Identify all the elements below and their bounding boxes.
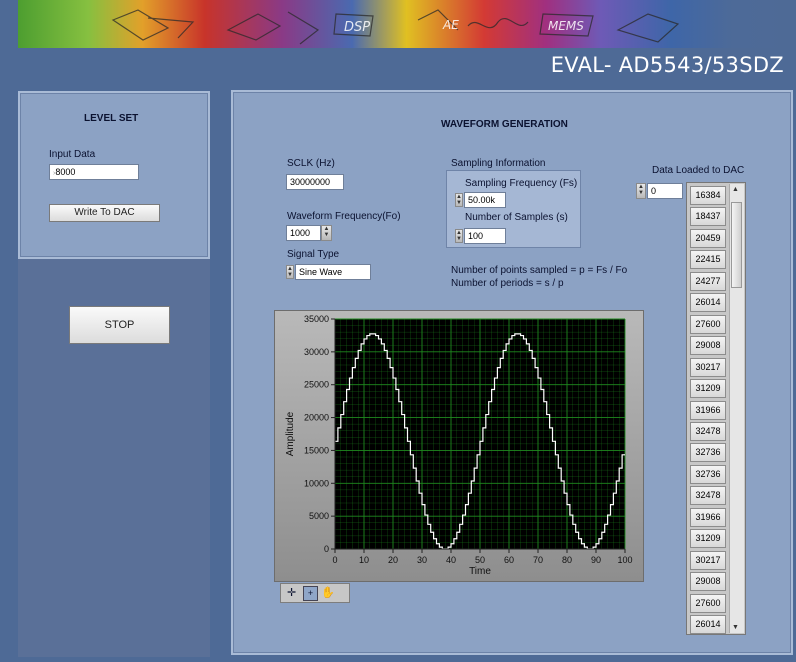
dac-value-cell[interactable]: 18437 (690, 207, 726, 227)
dac-value-cell[interactable]: 27600 (690, 314, 726, 334)
input-data-field[interactable]: ›8000 (49, 164, 139, 180)
x-tick-label: 90 (591, 555, 601, 565)
y-tick-label: 5000 (309, 511, 329, 521)
zoom-tool-icon[interactable]: + (303, 586, 318, 601)
dac-value-cell[interactable]: 27600 (690, 593, 726, 613)
dac-value-cell[interactable]: 16384 (690, 186, 726, 205)
x-tick-label: 10 (359, 555, 369, 565)
sclk-field[interactable]: 30000000 (286, 174, 344, 190)
samples-label: Number of Samples (s) (465, 212, 568, 223)
dac-value-cell[interactable]: 30217 (690, 357, 726, 377)
dac-value-cell[interactable]: 32736 (690, 443, 726, 463)
sclk-label: SCLK (Hz) (287, 158, 335, 169)
pan-tool-icon[interactable]: ✋ (321, 587, 335, 599)
stepper-down-icon: ▼ (456, 200, 462, 206)
waveform-frequency-label: Waveform Frequency(Fo) (287, 211, 401, 222)
y-tick-label: 25000 (304, 380, 329, 390)
increment-arrow-icon: › (53, 170, 56, 177)
x-tick-label: 70 (533, 555, 543, 565)
stepper-up-icon: ▲ (323, 226, 330, 232)
signal-type-field[interactable]: Sine Wave (295, 264, 371, 280)
dac-index-field[interactable]: 0 (647, 183, 683, 199)
y-tick-label: 10000 (304, 478, 329, 488)
crosshair-tool-icon[interactable]: ✛ (287, 587, 297, 599)
dac-value-cell[interactable]: 22415 (690, 250, 726, 270)
input-data-label: Input Data (49, 149, 96, 160)
dac-value-cell[interactable]: 30217 (690, 550, 726, 570)
dac-value-cell[interactable]: 31209 (690, 529, 726, 549)
x-tick-label: 50 (475, 555, 485, 565)
stepper-up-icon: ▲ (456, 230, 462, 236)
dac-data-label: Data Loaded to DAC (652, 165, 745, 176)
scroll-up-icon[interactable]: ▲ (732, 186, 739, 193)
banner-text-mems: MEMS (548, 19, 584, 33)
signal-type-selector-arrows[interactable]: ▲ ▼ (286, 265, 294, 279)
dac-value-cell[interactable]: 31966 (690, 400, 726, 420)
dac-scrollbar[interactable]: ▲ ▼ (729, 184, 744, 633)
x-tick-label: 40 (446, 555, 456, 565)
graph-palette: ✛ + ✋ (280, 583, 350, 603)
y-tick-label: 0 (324, 544, 329, 554)
waveform-header: WAVEFORM GENERATION (441, 119, 568, 130)
samples-stepper[interactable]: ▲ ▼ (455, 229, 463, 243)
stepper-down-icon: ▼ (323, 232, 330, 238)
y-axis-label: Amplitude (285, 411, 296, 456)
dac-value-cell[interactable]: 24277 (690, 271, 726, 291)
dac-value-cell[interactable]: 32736 (690, 464, 726, 484)
dac-value-cell[interactable]: 32478 (690, 486, 726, 506)
y-tick-label: 30000 (304, 347, 329, 357)
stepper-down-icon: ▼ (638, 190, 644, 196)
dac-value-cell[interactable]: 32478 (690, 421, 726, 441)
input-data-value: 8000 (55, 167, 76, 177)
frequency-stepper[interactable]: ▲ ▼ (321, 225, 332, 241)
waveform-trace (335, 333, 625, 550)
x-tick-label: 60 (504, 555, 514, 565)
waveform-chart: 0 5000 10000 15000 20000 25000 30000 35000 0 10 20… (285, 314, 633, 577)
dac-value-cell[interactable]: 20459 (690, 228, 726, 248)
stepper-up-icon: ▲ (638, 184, 644, 190)
x-tick-label: 20 (388, 555, 398, 565)
y-tick-label: 20000 (304, 413, 329, 423)
dac-data-array: 16384 18437 20459 22415 24277 26014 27600 29008… (686, 182, 746, 635)
x-tick-label: 80 (562, 555, 572, 565)
dac-value-cell[interactable]: 31209 (690, 379, 726, 399)
y-tick-label: 15000 (304, 445, 329, 455)
scroll-down-icon[interactable]: ▼ (732, 624, 739, 631)
stop-button[interactable]: STOP (69, 306, 170, 344)
level-set-panel: LEVEL SET Input Data ›8000 Write To DAC (18, 91, 210, 259)
stepper-up-icon: ▲ (456, 194, 462, 200)
app-title: EVAL- AD5543/53SDZ (550, 53, 784, 77)
formula-points: Number of points sampled = p = Fs / Fo (451, 265, 628, 276)
y-tick-label: 35000 (304, 314, 329, 324)
dac-index-stepper[interactable]: ▲ ▼ (636, 183, 646, 199)
ring-down-icon: ▼ (287, 272, 293, 278)
x-tick-label: 100 (617, 555, 632, 565)
x-tick-label: 30 (417, 555, 427, 565)
level-set-header: LEVEL SET (84, 113, 139, 124)
signal-type-label: Signal Type (287, 249, 340, 260)
x-tick-label: 0 (332, 555, 337, 565)
x-axis-label: Time (469, 566, 491, 577)
stepper-down-icon: ▼ (456, 236, 462, 242)
waveform-frequency-field[interactable]: 1000 (286, 225, 321, 241)
samples-field[interactable]: 100 (464, 228, 506, 244)
dac-value-cell[interactable]: 29008 (690, 336, 726, 356)
sampling-frequency-stepper[interactable]: ▲ ▼ (455, 193, 463, 207)
banner-text-dsp: DSP (344, 20, 370, 35)
ring-up-icon: ▲ (287, 266, 293, 272)
dac-value-cell[interactable]: 26014 (690, 615, 726, 634)
dac-value-cell[interactable]: 29008 (690, 572, 726, 592)
dac-value-cell[interactable]: 26014 (690, 293, 726, 313)
sampling-frequency-label: Sampling Frequency (Fs) (465, 178, 578, 189)
waveform-graph: 0 5000 10000 15000 20000 25000 30000 35000 0 10 20… (274, 310, 644, 582)
formula-periods: Number of periods = s / p (451, 278, 564, 289)
scroll-thumb[interactable] (731, 202, 742, 288)
banner-graphic: DSP AE MEMS (111, 9, 680, 45)
sampling-frequency-field[interactable]: 50.00k (464, 192, 506, 208)
write-to-dac-button[interactable]: Write To DAC (49, 204, 160, 222)
banner-text-ae: AE (442, 18, 459, 32)
dac-value-cell[interactable]: 31966 (690, 507, 726, 527)
header-banner: DSP AE MEMS (18, 0, 795, 48)
sampling-info-label: Sampling Information (451, 158, 546, 169)
